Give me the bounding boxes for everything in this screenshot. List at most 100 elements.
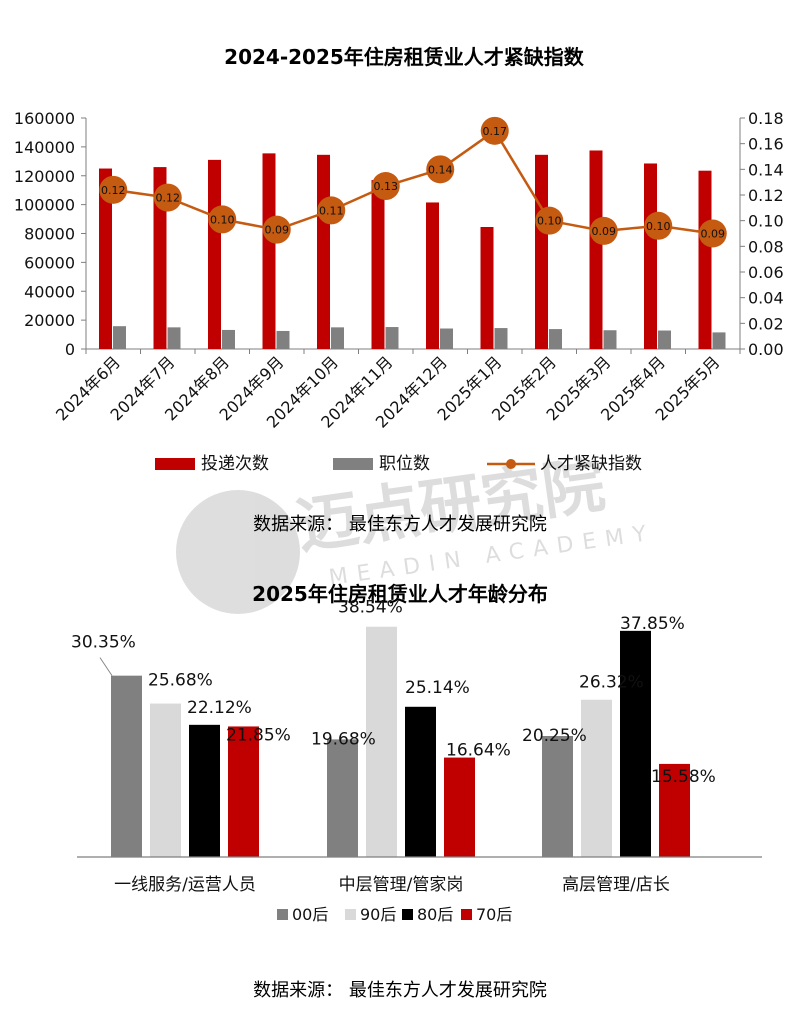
shortage-index-label: 0.14 — [428, 163, 453, 176]
age-bar-label: 20.25% — [522, 726, 587, 746]
bar-positions — [494, 328, 508, 349]
shortage-index-marker — [153, 183, 182, 212]
bar-applications — [698, 170, 712, 349]
chart2-data-labels: 30.35% 25.68% 22.12% 21.85% 19.68% 38.54% 25.1… — [71, 598, 716, 787]
age-bar-70后 — [228, 726, 259, 857]
age-bar-80后 — [620, 630, 651, 857]
legend-label-positions: 职位数 — [379, 454, 430, 474]
right-tick-label: 0.18 — [748, 109, 784, 128]
right-tick-label: 0.08 — [748, 237, 784, 256]
bar-positions — [712, 332, 726, 349]
label-leader-line — [99, 657, 113, 676]
chart2-legend: 00后 90后 80后 70后 — [277, 905, 512, 924]
shortage-index-label: 0.10 — [537, 215, 562, 228]
legend-swatch-80后 — [402, 909, 413, 920]
shortage-index-marker — [426, 155, 455, 184]
bar-positions — [276, 330, 290, 349]
age-bar-label: 21.85% — [226, 725, 291, 745]
chart2-source: 数据来源： 最佳东方人才发展研究院 — [253, 980, 547, 1001]
age-bar-label: 26.32% — [579, 673, 644, 693]
shortage-index-marker — [644, 211, 673, 240]
chart1-legend: 投递次数 职位数 人才紧缺指数 — [155, 454, 642, 474]
bar-applications — [535, 154, 548, 349]
age-bar-90后 — [366, 626, 397, 857]
bar-applications — [153, 167, 167, 349]
age-bar-00后 — [327, 739, 358, 857]
bar-applications — [317, 154, 330, 349]
left-tick-label: 120000 — [14, 167, 75, 186]
left-tick-label: 40000 — [24, 282, 75, 301]
bar-applications — [262, 153, 276, 349]
bar-applications — [426, 202, 439, 349]
left-tick-label: 0 — [65, 340, 75, 359]
age-bar-label: 37.85% — [620, 614, 685, 634]
chart1-axes — [81, 117, 745, 354]
shortage-index-marker — [480, 116, 509, 145]
shortage-index-marker — [698, 219, 727, 248]
legend-label-00后: 00后 — [292, 905, 328, 924]
shortage-index-marker — [99, 175, 128, 204]
chart2-category-label: 中层管理/管家岗 — [339, 875, 464, 895]
age-bar-label: 25.68% — [148, 671, 213, 691]
right-tick-label: 0.14 — [748, 160, 784, 179]
shortage-index-marker — [589, 216, 618, 245]
legend-swatch-applications — [155, 458, 195, 470]
chart1-line-series: 0.12 0.12 0.10 0.09 0.11 0.13 0.14 0.17 0.10 0.09… — [99, 116, 727, 248]
right-tick-label: 0.16 — [748, 135, 784, 154]
legend-marker-index — [506, 459, 516, 469]
left-tick-label: 140000 — [14, 138, 75, 157]
bar-positions — [658, 330, 671, 349]
chart2-title: 2025年住房租赁业人才年龄分布 — [252, 582, 548, 606]
age-bar-label: 16.64% — [446, 741, 511, 761]
bar-positions — [440, 328, 453, 349]
left-tick-label: 20000 — [24, 311, 75, 330]
age-bar-00后 — [111, 675, 142, 857]
age-bar-70后 — [659, 763, 690, 857]
age-bar-label: 19.68% — [311, 729, 376, 749]
bar-applications — [208, 159, 221, 349]
age-bar-90后 — [581, 699, 612, 857]
shortage-index-label: 0.09 — [592, 225, 617, 238]
shortage-index-marker — [262, 215, 291, 244]
left-tick-label: 60000 — [24, 253, 75, 272]
right-tick-label: 0.02 — [748, 314, 784, 333]
left-tick-label: 100000 — [14, 196, 75, 215]
legend-swatch-00后 — [277, 909, 288, 920]
right-tick-label: 0.00 — [748, 340, 784, 359]
left-tick-label: 160000 — [14, 109, 75, 128]
watermark-logo-icon — [176, 490, 300, 614]
shortage-index-label: 0.11 — [319, 204, 344, 217]
legend-swatch-70后 — [461, 909, 472, 920]
shortage-index-label: 0.10 — [646, 220, 671, 233]
shortage-index-marker — [371, 172, 400, 201]
legend-label-80后: 80后 — [417, 905, 453, 924]
age-bar-80后 — [405, 706, 436, 857]
legend-label-90后: 90后 — [360, 905, 396, 924]
age-bar-00后 — [542, 736, 573, 857]
shortage-index-line — [113, 129, 713, 235]
right-tick-label: 0.04 — [748, 289, 784, 308]
bar-positions — [331, 327, 344, 349]
bar-applications — [371, 180, 385, 349]
age-bar-label: 25.14% — [405, 678, 470, 698]
shortage-index-label: 0.09 — [701, 228, 726, 241]
bar-positions — [385, 327, 399, 349]
right-tick-label: 0.12 — [748, 186, 784, 205]
shortage-index-marker — [535, 206, 564, 235]
bar-positions — [603, 330, 617, 349]
bar-applications — [644, 163, 657, 349]
chart1-source: 数据来源： 最佳东方人才发展研究院 — [253, 514, 547, 535]
bar-positions — [549, 329, 562, 349]
age-bar-80后 — [189, 724, 220, 857]
left-tick-label: 80000 — [24, 225, 75, 244]
bar-positions — [167, 327, 181, 349]
chart1-tick-labels: 0 20000 40000 60000 80000 100000 120000 140000 1… — [14, 109, 784, 432]
shortage-index-label: 0.12 — [156, 192, 181, 205]
age-bar-label: 22.12% — [187, 698, 252, 718]
legend-swatch-90后 — [345, 909, 356, 920]
shortage-index-marker — [208, 205, 237, 234]
age-bar-label: 38.54% — [338, 598, 403, 618]
age-bar-90后 — [150, 703, 181, 857]
legend-label-index: 人才紧缺指数 — [540, 454, 642, 474]
